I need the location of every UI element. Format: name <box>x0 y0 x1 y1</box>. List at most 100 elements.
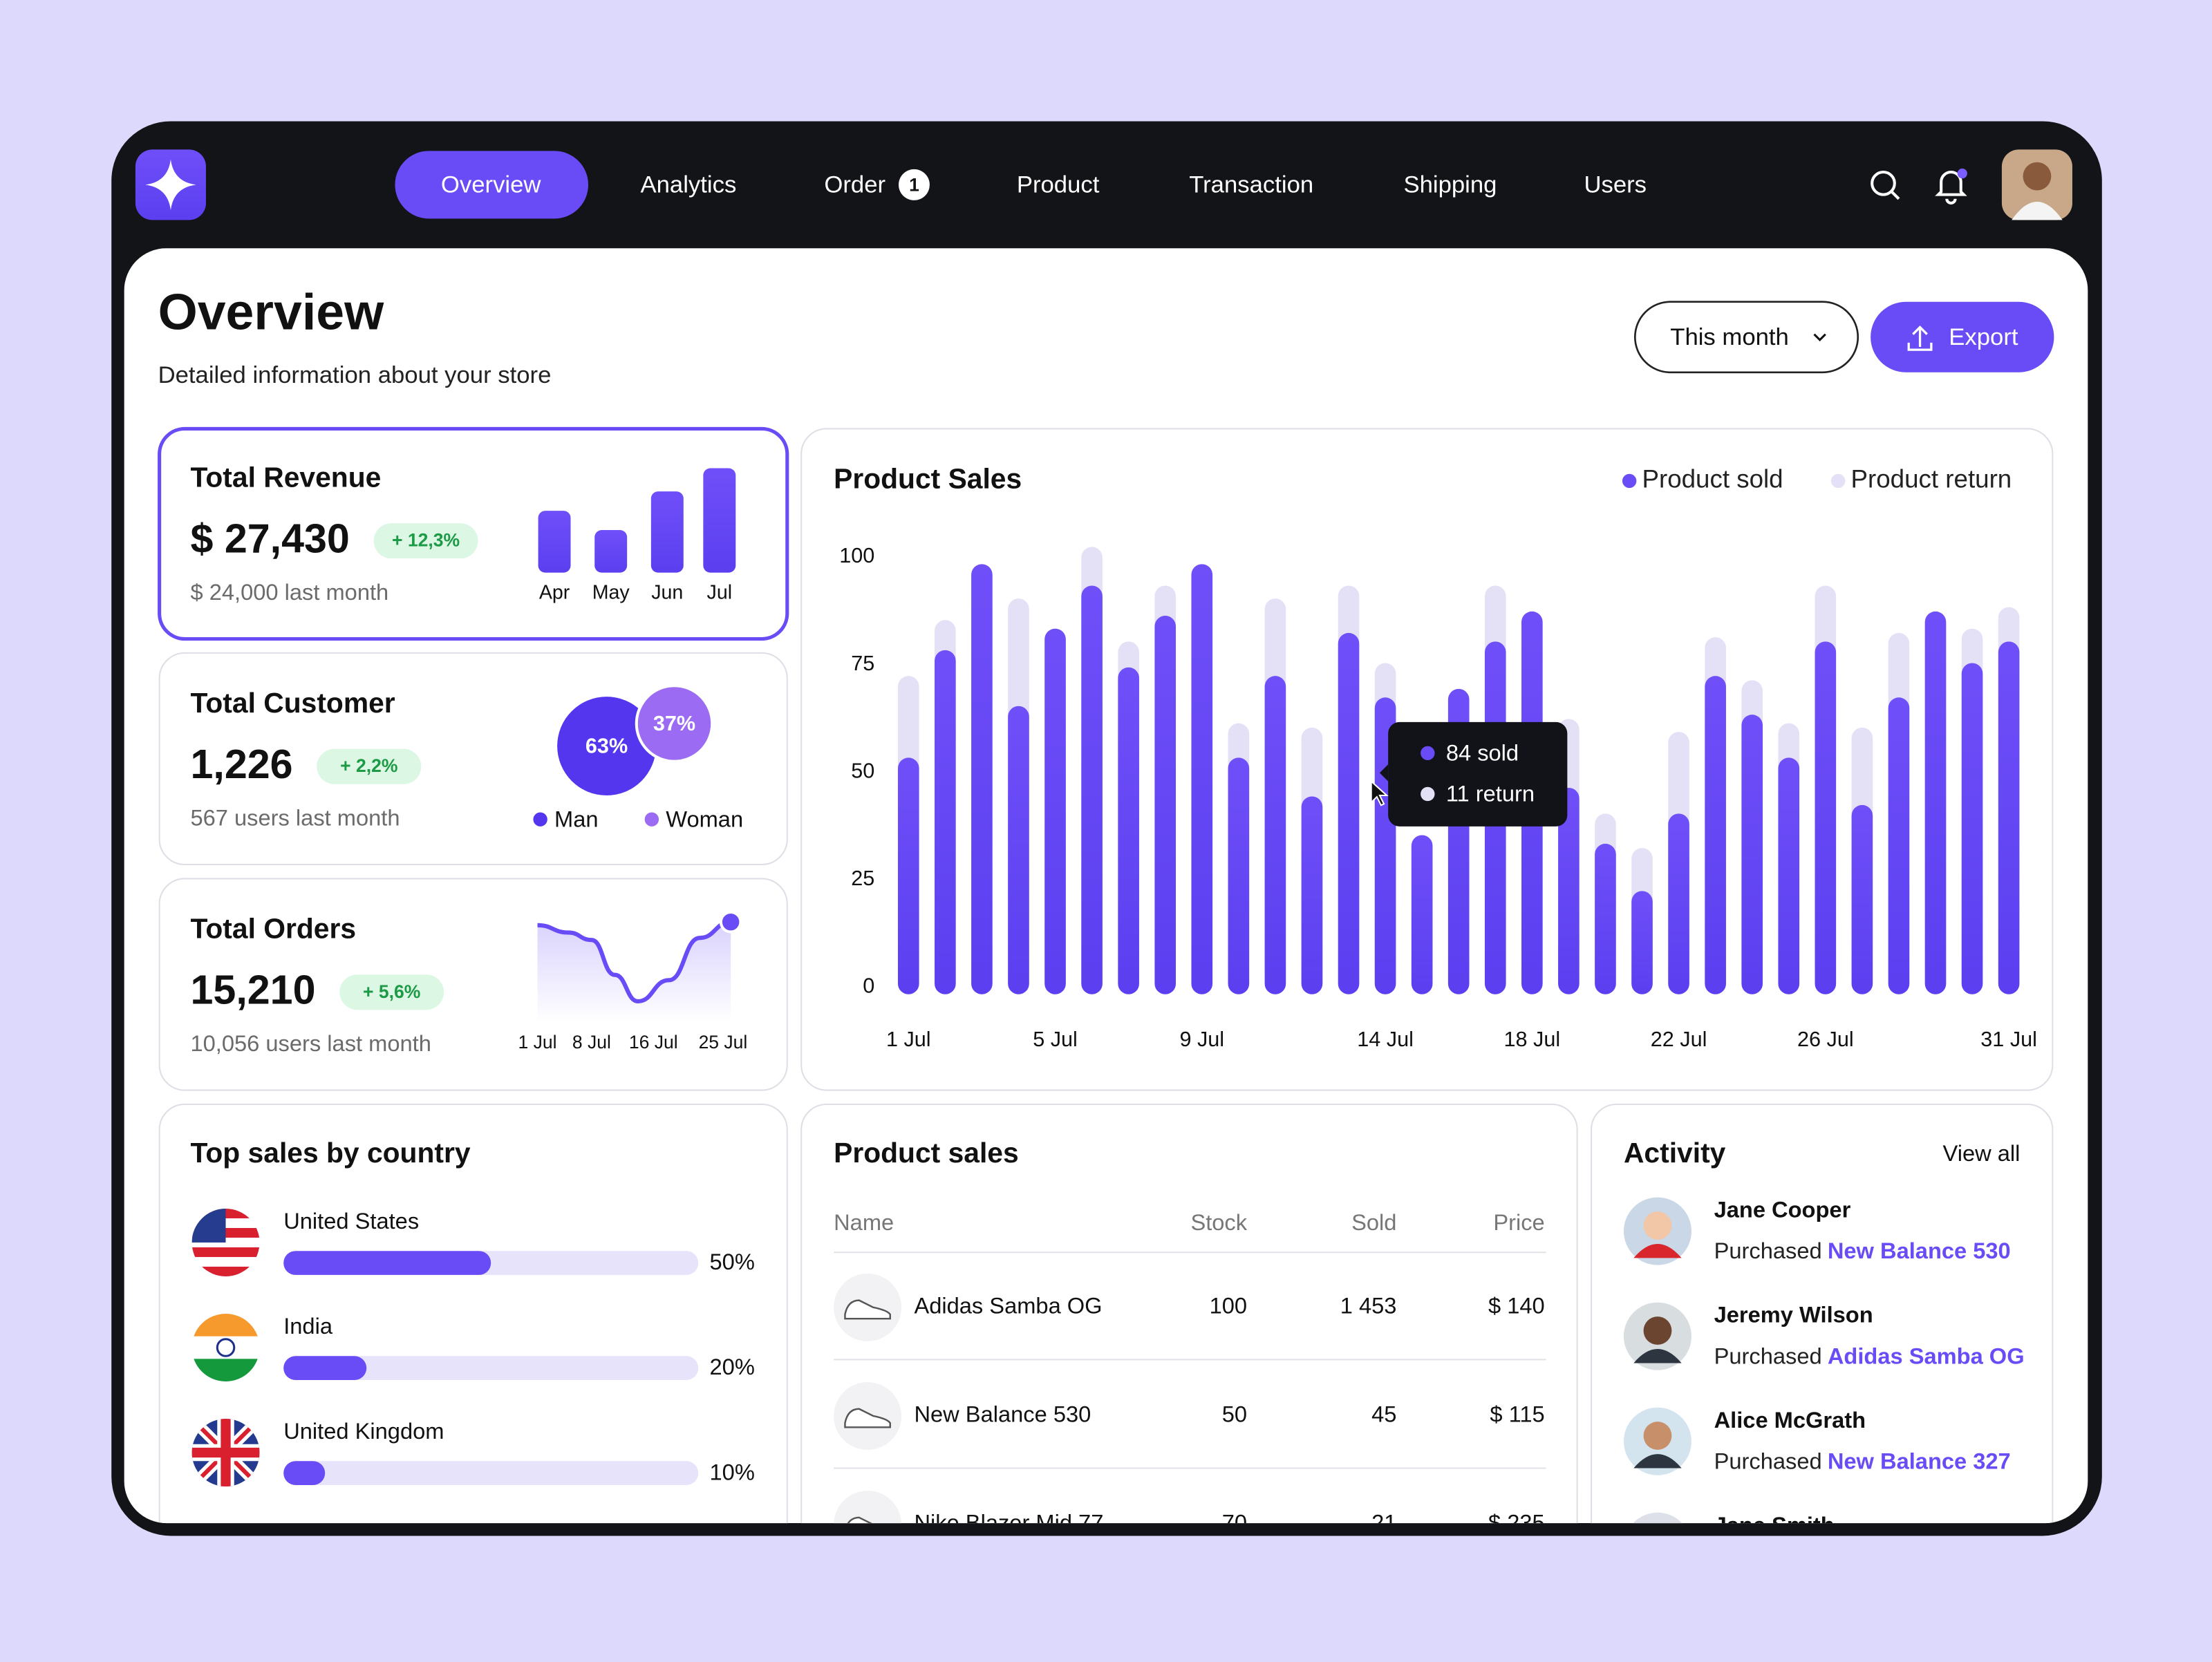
x-tick-label: 26 Jul <box>1797 1028 1854 1051</box>
x-tick-label: 31 Jul <box>1980 1028 2037 1051</box>
legend-label: Product sold <box>1642 465 1783 493</box>
sold-bar <box>1924 611 1947 994</box>
sold-bar <box>1154 616 1177 994</box>
sold-bar <box>1301 796 1323 994</box>
bubble-label: 37% <box>653 712 695 735</box>
nav-item[interactable]: Users <box>1584 172 1647 198</box>
nav-active[interactable] <box>395 151 589 219</box>
x-tick-label: 18 Jul <box>1503 1028 1560 1051</box>
nav-item[interactable]: Order <box>824 172 885 198</box>
change-label: + 5,6% <box>363 981 420 1002</box>
progress <box>283 1251 491 1275</box>
x-tick-label: 16 Jul <box>629 1032 678 1052</box>
person-name: Jeremy Wilson <box>1714 1302 1873 1328</box>
person-name: Jane Smith <box>1714 1512 1835 1538</box>
previous: 10,056 users last month <box>191 1030 431 1056</box>
product-link[interactable]: Adidas Samba OG <box>1828 1343 2025 1368</box>
avatar-body <box>1633 1244 1682 1258</box>
x-tick-label: May <box>592 582 630 604</box>
sold-bar <box>1705 676 1726 994</box>
y-tick-label: 100 <box>839 544 874 567</box>
y-tick-label: 0 <box>863 974 874 998</box>
avatar-face <box>1643 1422 1672 1450</box>
x-tick-label: Jun <box>651 582 683 604</box>
legend-label: Product return <box>1851 465 2012 493</box>
nav-item[interactable]: Product <box>1017 172 1100 198</box>
change-badge <box>339 974 444 1010</box>
cell: 21 <box>1371 1510 1396 1536</box>
export-label[interactable]: Export <box>1949 324 2018 350</box>
change-badge <box>317 748 422 784</box>
card <box>800 1103 1578 1524</box>
tooltip-arrow <box>1379 764 1389 782</box>
x-tick-label: 5 Jul <box>1033 1028 1078 1051</box>
nav-item[interactable]: Shipping <box>1403 172 1497 198</box>
end-point <box>719 910 742 934</box>
avatar-body <box>1633 1454 1682 1469</box>
previous: $ 24,000 last month <box>191 579 389 605</box>
person-name: Alice McGrath <box>1714 1407 1866 1433</box>
page-subtitle: Detailed information about your store <box>158 362 552 388</box>
stripe <box>191 1256 260 1267</box>
bubble <box>557 697 656 796</box>
card[interactable] <box>158 878 788 1091</box>
period-select[interactable] <box>1633 301 1859 374</box>
bar <box>538 511 571 573</box>
bubble-label: 63% <box>585 735 628 758</box>
bar <box>594 530 628 573</box>
product-link[interactable]: New Balance 327 <box>1828 1448 2011 1473</box>
nav-item[interactable]: Transaction <box>1189 172 1313 198</box>
track <box>283 1461 699 1485</box>
sold-bar <box>1264 676 1286 994</box>
flag <box>191 1314 260 1381</box>
country-name: India <box>283 1313 333 1339</box>
tooltip-text: 11 return <box>1446 781 1535 806</box>
thumb <box>834 1491 902 1524</box>
sold-bar <box>1558 788 1580 994</box>
column-header: Sold <box>1351 1209 1396 1235</box>
x-tick-label: Apr <box>539 582 570 604</box>
x-tick-label: 1 Jul <box>886 1028 931 1051</box>
activity-line: Purchased New Balance 327 <box>1714 1448 2011 1473</box>
action: Purchased <box>1714 1343 1822 1368</box>
avatar-face <box>1643 1316 1672 1345</box>
sold-bar <box>1815 641 1837 994</box>
country-name: United Kingdom <box>283 1418 444 1444</box>
progress <box>283 1461 326 1485</box>
column-header: Stock <box>1190 1209 1247 1235</box>
sold-bar <box>1118 667 1139 994</box>
cell: Nike Blazer Mid 77 <box>914 1510 1103 1536</box>
person-name: Jane Cooper <box>1714 1197 1851 1222</box>
percent-label: 10% <box>710 1459 755 1484</box>
view-all[interactable]: View all <box>1943 1140 2021 1166</box>
flag <box>191 1419 260 1487</box>
sold-bar <box>1998 641 2020 994</box>
stripe <box>191 1247 260 1258</box>
sold-bar <box>1888 697 1910 994</box>
export-button[interactable] <box>1871 301 2054 372</box>
nav-item[interactable]: Analytics <box>641 172 737 198</box>
cross-red <box>191 1419 260 1487</box>
period-label[interactable]: This month <box>1670 324 1789 350</box>
cell: Adidas Samba OG <box>914 1292 1102 1318</box>
nav-item[interactable]: Overview <box>441 172 542 198</box>
sold-bar <box>1411 835 1433 994</box>
legend-dot <box>1830 473 1846 489</box>
x-tick-label: 25 Jul <box>699 1032 748 1052</box>
icons[interactable] <box>1871 170 1967 205</box>
kpi-value: 1,226 <box>191 741 293 787</box>
card-title: Total Orders <box>191 913 357 945</box>
product-link[interactable]: New Balance 530 <box>1828 1238 2011 1263</box>
bubble <box>635 684 714 763</box>
shoe <box>844 1408 891 1428</box>
tooltip-dot <box>1421 746 1435 760</box>
sold-bar <box>1668 813 1689 994</box>
kpi-value: 15,210 <box>191 966 316 1012</box>
cell: 70 <box>1222 1510 1247 1536</box>
legend-dot <box>1622 473 1637 489</box>
badge <box>899 169 930 200</box>
percent-label: 20% <box>710 1354 755 1379</box>
sold-bar <box>1778 757 1800 994</box>
cursor <box>1370 780 1389 806</box>
